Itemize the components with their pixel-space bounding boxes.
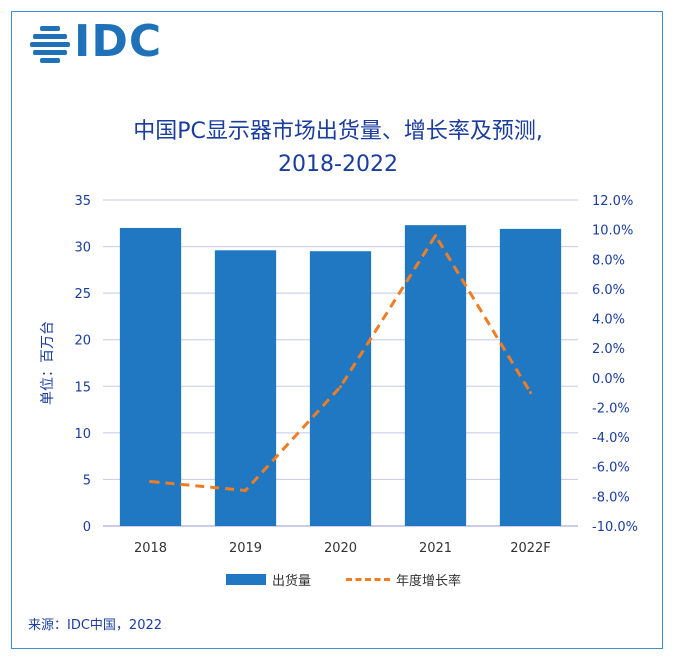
y-tick-label: 5 [83, 473, 91, 488]
bar [214, 250, 277, 526]
x-tick-label: 2021 [419, 541, 452, 556]
y2-tick-label: 4.0% [592, 313, 625, 328]
x-tick-label: 2022F [510, 541, 551, 556]
bar [309, 251, 372, 526]
y-tick-label: 25 [74, 287, 91, 302]
y2-tick-label: 8.0% [592, 253, 625, 268]
bar [499, 228, 562, 527]
y2-tick-label: -6.0% [592, 461, 630, 476]
y2-tick-label: -10.0% [592, 520, 638, 535]
legend-label-growth: 年度增长率 [396, 574, 462, 589]
y-tick-label: 10 [74, 427, 91, 442]
growth-point [244, 488, 247, 492]
y2-tick-label: 2.0% [592, 342, 625, 357]
y2-tick-label: 6.0% [592, 283, 625, 298]
y2-tick-label: -4.0% [592, 431, 630, 446]
y-tick-label: 15 [74, 380, 91, 395]
y2-tick-label: 10.0% [592, 224, 633, 239]
y2-tick-label: -2.0% [592, 401, 630, 416]
logo-text: IDC [74, 16, 163, 67]
y-tick-label: 20 [74, 334, 91, 349]
growth-line [150, 232, 532, 492]
y2-tick-label: 0.0% [592, 372, 625, 387]
y-tick-label: 35 [74, 194, 91, 209]
growth-point [529, 391, 532, 395]
logo-globe-icon [30, 24, 70, 64]
idc-logo: IDC [30, 16, 170, 70]
legend: 出货量 年度增长率 [0, 570, 676, 590]
legend-item-shipments: 出货量 [226, 570, 311, 589]
chart-title: 中国PC显示器市场出货量、增长率及预测, [133, 119, 543, 144]
y-axis-title: 单位：百万台 [40, 321, 56, 405]
legend-line-swatch [346, 578, 390, 581]
growth-point [434, 234, 437, 238]
y-tick-label: 0 [83, 520, 91, 535]
legend-bar-swatch [226, 574, 266, 585]
x-tick-label: 2018 [134, 541, 167, 556]
x-tick-label: 2020 [324, 541, 357, 556]
growth-point [339, 385, 342, 389]
bar [404, 225, 467, 527]
growth-point [149, 480, 152, 484]
legend-item-growth: 年度增长率 [346, 570, 461, 589]
legend-label-shipments: 出货量 [272, 574, 312, 589]
chart-subtitle: 2018-2022 [278, 152, 398, 177]
y2-tick-label: -8.0% [592, 490, 630, 505]
bar [119, 227, 182, 526]
x-tick-label: 2019 [229, 541, 262, 556]
source-note: 来源：IDC中国，2022 [28, 618, 163, 633]
y-tick-label: 30 [74, 241, 91, 256]
y2-tick-label: 12.0% [592, 194, 633, 209]
